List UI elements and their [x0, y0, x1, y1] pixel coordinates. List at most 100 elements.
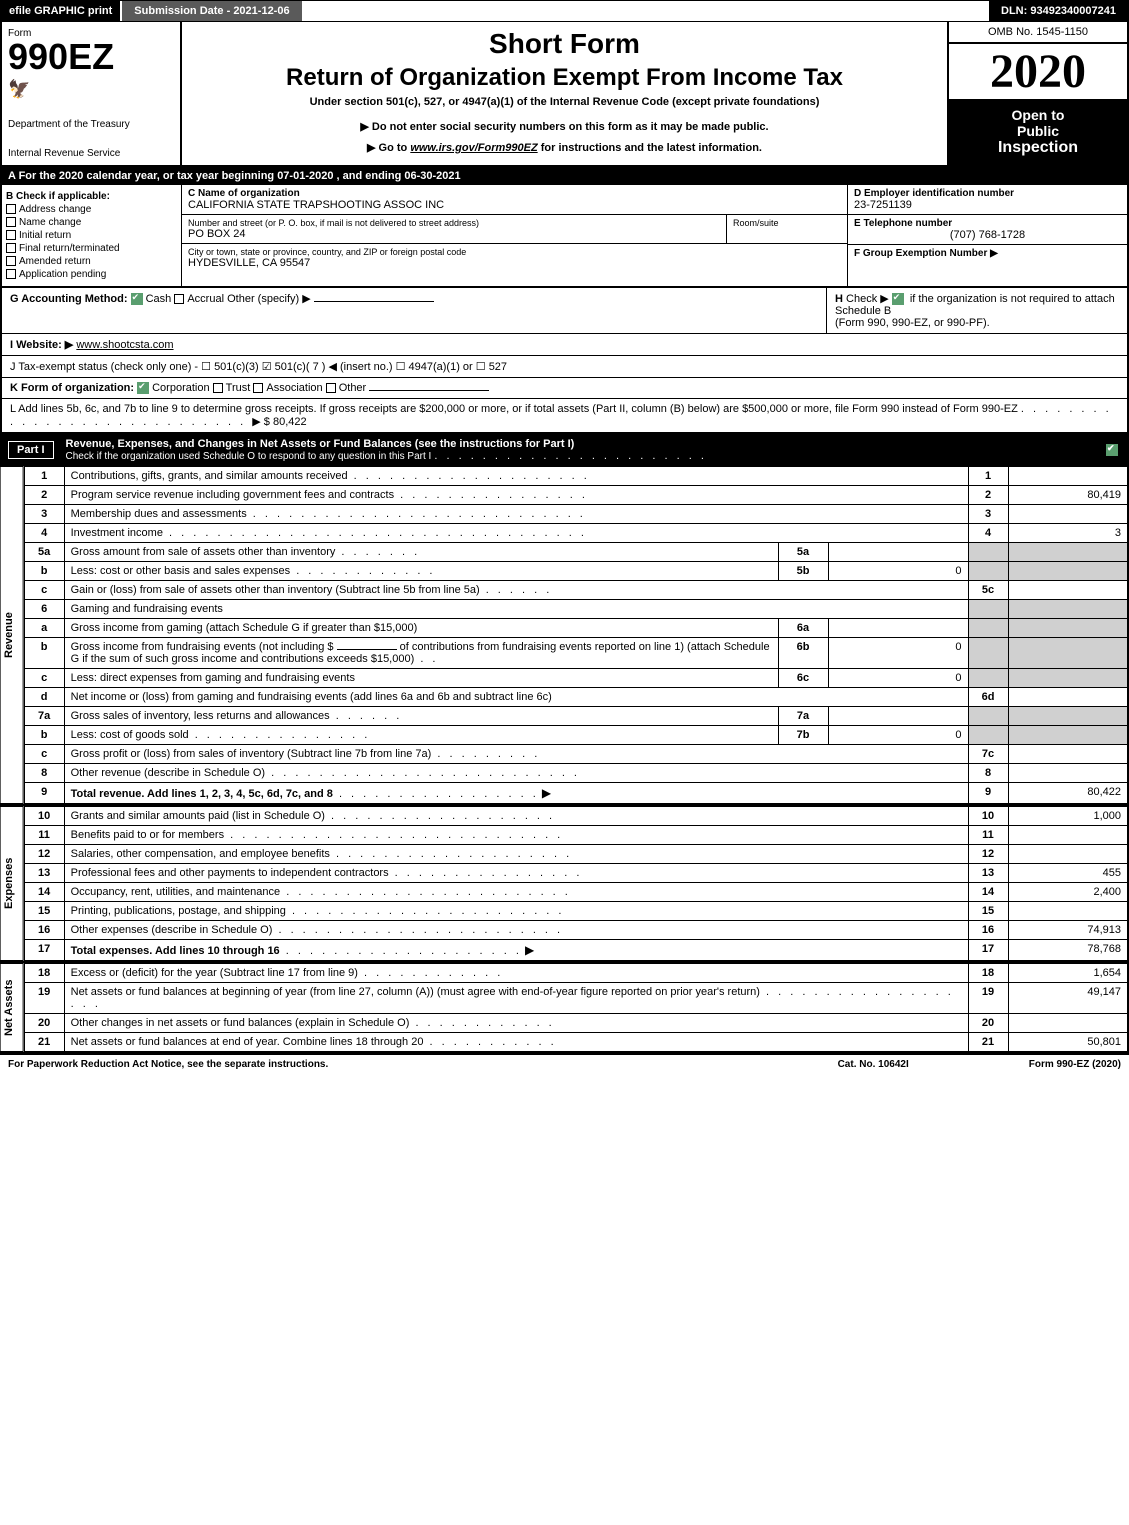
checkbox-column: B Check if applicable: Address change Na…	[2, 185, 182, 286]
line-11: 11 Benefits paid to or for members . . .…	[24, 826, 1128, 845]
line-1: 1 Contributions, gifts, grants, and simi…	[24, 467, 1128, 486]
accrual-checkbox[interactable]	[174, 294, 184, 304]
trust-checkbox[interactable]	[213, 383, 223, 393]
inspection-line3: Inspection	[957, 139, 1119, 157]
line-7b: b Less: cost of goods sold . . . . . . .…	[24, 726, 1128, 745]
line-8: 8 Other revenue (describe in Schedule O)…	[24, 764, 1128, 783]
part1-label: Part I	[8, 441, 54, 459]
line-6: 6 Gaming and fundraising events	[24, 600, 1128, 619]
ein-block: D Employer identification number 23-7251…	[848, 185, 1127, 215]
phone-value: (707) 768-1728	[854, 229, 1121, 241]
h-schedule-b: H Check ▶ if the organization is not req…	[827, 288, 1127, 333]
checkbox-final-return[interactable]: Final return/terminated	[6, 243, 177, 254]
tax-period-row: A For the 2020 calendar year, or tax yea…	[0, 167, 1129, 185]
goto-post: for instructions and the latest informat…	[538, 142, 762, 154]
line-12: 12 Salaries, other compensation, and emp…	[24, 845, 1128, 864]
line-21: 21 Net assets or fund balances at end of…	[24, 1033, 1128, 1052]
gross-receipts-row: L Add lines 5b, 6c, and 7b to line 9 to …	[0, 399, 1129, 434]
line-16: 16 Other expenses (describe in Schedule …	[24, 921, 1128, 940]
under-section-text: Under section 501(c), 527, or 4947(a)(1)…	[188, 96, 941, 108]
city-value: HYDESVILLE, CA 95547	[188, 257, 841, 269]
org-info-block: B Check if applicable: Address change Na…	[0, 185, 1129, 288]
revenue-table: 1 Contributions, gifts, grants, and simi…	[24, 466, 1129, 804]
omb-number: OMB No. 1545-1150	[949, 22, 1127, 44]
net-assets-section: Net Assets 18 Excess or (deficit) for th…	[0, 963, 1129, 1054]
form-reference: Form 990-EZ (2020)	[1029, 1059, 1121, 1070]
assoc-checkbox[interactable]	[253, 383, 263, 393]
cat-number: Cat. No. 10642I	[838, 1059, 909, 1070]
d-label: D Employer identification number	[854, 188, 1121, 199]
checkbox-initial-return[interactable]: Initial return	[6, 230, 177, 241]
checkbox-name-change[interactable]: Name change	[6, 217, 177, 228]
street-label: Number and street (or P. O. box, if mail…	[188, 218, 720, 228]
dln-number: DLN: 93492340007241	[989, 1, 1128, 21]
revenue-section: Revenue 1 Contributions, gifts, grants, …	[0, 466, 1129, 806]
org-name-address: C Name of organization CALIFORNIA STATE …	[182, 185, 847, 286]
line-14: 14 Occupancy, rent, utilities, and maint…	[24, 883, 1128, 902]
checkbox-amended[interactable]: Amended return	[6, 256, 177, 267]
line-17: 17 Total expenses. Add lines 10 through …	[24, 940, 1128, 961]
check-applicable-label: B Check if applicable:	[6, 191, 177, 202]
part1-header: Part I Revenue, Expenses, and Changes in…	[0, 434, 1129, 466]
line-4: 4 Investment income . . . . . . . . . . …	[24, 524, 1128, 543]
room-col: Room/suite	[727, 215, 847, 243]
line-2: 2 Program service revenue including gove…	[24, 486, 1128, 505]
ein-value: 23-7251139	[854, 199, 1121, 211]
paperwork-notice: For Paperwork Reduction Act Notice, see …	[8, 1059, 328, 1070]
l-arrow: ▶ $	[252, 416, 270, 428]
form-right-block: OMB No. 1545-1150 2020 Open to Public In…	[947, 22, 1127, 165]
top-bar: efile GRAPHIC print Submission Date - 20…	[0, 0, 1129, 22]
checkbox-address-change[interactable]: Address change	[6, 204, 177, 215]
net-assets-side-label: Net Assets	[0, 963, 24, 1052]
tax-year: 2020	[949, 44, 1127, 99]
g-label: G Accounting Method:	[10, 293, 128, 305]
c-label: C Name of organization	[188, 188, 841, 199]
inspection-line1: Open to	[957, 107, 1119, 123]
line-5c: c Gain or (loss) from sale of assets oth…	[24, 581, 1128, 600]
form-header: Form 990EZ 🦅 Department of the Treasury …	[0, 22, 1129, 167]
i-label: I Website: ▶	[10, 339, 73, 351]
right-info-column: D Employer identification number 23-7251…	[847, 185, 1127, 286]
line-3: 3 Membership dues and assessments . . . …	[24, 505, 1128, 524]
treasury-seal-icon: 🦅	[8, 79, 174, 100]
website-value[interactable]: www.shootcsta.com	[76, 339, 173, 351]
e-label: E Telephone number	[854, 218, 1121, 229]
l-text: L Add lines 5b, 6c, and 7b to line 9 to …	[10, 403, 1018, 415]
cash-checkbox[interactable]	[131, 293, 143, 305]
street-value: PO BOX 24	[188, 228, 720, 240]
line-5a: 5a Gross amount from sale of assets othe…	[24, 543, 1128, 562]
line-20: 20 Other changes in net assets or fund b…	[24, 1014, 1128, 1033]
irs-label: Internal Revenue Service	[8, 148, 174, 159]
line-6d: d Net income or (loss) from gaming and f…	[24, 688, 1128, 707]
line-7c: c Gross profit or (loss) from sales of i…	[24, 745, 1128, 764]
line-9: 9 Total revenue. Add lines 1, 2, 3, 4, 5…	[24, 783, 1128, 804]
other-checkbox[interactable]	[326, 383, 336, 393]
net-assets-table: 18 Excess or (deficit) for the year (Sub…	[24, 963, 1129, 1052]
expenses-side-label: Expenses	[0, 806, 24, 961]
h-label: H	[835, 293, 843, 305]
accounting-method: G Accounting Method: Cash Accrual Other …	[2, 288, 827, 333]
city-row: City or town, state or province, country…	[182, 244, 847, 272]
line-6b: b Gross income from fundraising events (…	[24, 638, 1128, 669]
instruction-goto: ▶ Go to www.irs.gov/Form990EZ for instru…	[188, 141, 941, 154]
line-6c: c Less: direct expenses from gaming and …	[24, 669, 1128, 688]
footer-row: For Paperwork Reduction Act Notice, see …	[0, 1054, 1129, 1074]
l-value: 80,422	[273, 416, 307, 428]
group-exemption-block: F Group Exemption Number ▶	[848, 245, 1127, 262]
line-10: 10 Grants and similar amounts paid (list…	[24, 807, 1128, 826]
inspection-line2: Public	[957, 123, 1119, 139]
irs-link[interactable]: www.irs.gov/Form990EZ	[410, 142, 537, 154]
h-checkbox[interactable]	[892, 293, 904, 305]
instruction-no-ssn: ▶ Do not enter social security numbers o…	[188, 120, 941, 133]
tax-exempt-row: J Tax-exempt status (check only one) - ☐…	[0, 356, 1129, 378]
checkbox-pending[interactable]: Application pending	[6, 269, 177, 280]
return-title: Return of Organization Exempt From Incom…	[188, 64, 941, 92]
org-name: CALIFORNIA STATE TRAPSHOOTING ASSOC INC	[188, 199, 841, 211]
corp-checkbox[interactable]	[137, 382, 149, 394]
goto-pre: ▶ Go to	[367, 142, 410, 154]
part1-checkbox[interactable]	[1106, 444, 1118, 456]
short-form-title: Short Form	[188, 28, 941, 60]
efile-label: efile GRAPHIC print	[1, 1, 120, 21]
part1-title: Revenue, Expenses, and Changes in Net As…	[66, 438, 575, 450]
line-18: 18 Excess or (deficit) for the year (Sub…	[24, 964, 1128, 983]
